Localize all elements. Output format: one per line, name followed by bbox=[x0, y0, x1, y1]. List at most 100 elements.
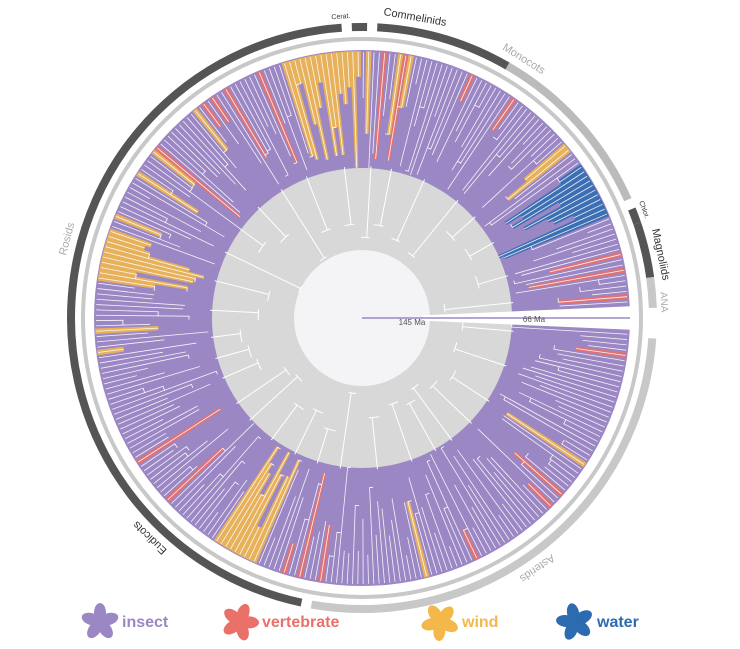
branch bbox=[521, 175, 588, 218]
branch bbox=[553, 348, 625, 362]
deep-arc bbox=[283, 366, 291, 376]
syndrome-wedge bbox=[302, 56, 329, 161]
branch bbox=[102, 256, 196, 280]
branch-arc bbox=[579, 286, 581, 293]
branch bbox=[561, 443, 588, 461]
branch bbox=[330, 532, 338, 583]
branch bbox=[415, 58, 423, 85]
branch bbox=[572, 238, 617, 254]
branch bbox=[315, 56, 321, 83]
deep-arc bbox=[257, 241, 267, 253]
branch bbox=[239, 474, 282, 555]
branch-arc bbox=[513, 280, 515, 285]
branch bbox=[524, 145, 566, 181]
branch bbox=[341, 52, 347, 105]
branch bbox=[104, 375, 137, 385]
clade-arc bbox=[505, 62, 632, 202]
branch bbox=[199, 481, 236, 529]
branch bbox=[408, 477, 438, 574]
branch bbox=[299, 472, 326, 577]
branch bbox=[283, 543, 294, 573]
clade-label: Rosids bbox=[57, 221, 77, 257]
branch bbox=[289, 61, 318, 160]
branch bbox=[407, 537, 417, 579]
branch-arc bbox=[492, 136, 498, 141]
branch bbox=[434, 532, 448, 571]
branch bbox=[391, 519, 401, 582]
branch bbox=[515, 275, 625, 294]
syndrome-wedge bbox=[286, 60, 319, 161]
branch-arc bbox=[295, 83, 302, 86]
deep-branch bbox=[211, 333, 241, 338]
branch bbox=[539, 357, 622, 377]
branch bbox=[367, 554, 369, 584]
deep-branch bbox=[214, 280, 270, 295]
branch bbox=[511, 326, 628, 335]
branch-arc bbox=[405, 169, 409, 172]
branch-arc bbox=[164, 218, 168, 223]
branch-arc bbox=[293, 161, 298, 165]
branch bbox=[414, 513, 433, 575]
branch-arc bbox=[234, 481, 239, 485]
legend: insect vertebrate wind water bbox=[81, 603, 639, 641]
branch bbox=[451, 90, 501, 171]
branch-arc bbox=[174, 443, 178, 448]
branch bbox=[138, 408, 221, 463]
branch bbox=[98, 282, 135, 289]
deep-branch bbox=[454, 348, 507, 367]
branch-arc bbox=[191, 183, 196, 189]
branch bbox=[556, 228, 613, 250]
branch bbox=[178, 124, 236, 185]
syndrome-wedge bbox=[317, 53, 339, 157]
branch-arc bbox=[598, 279, 600, 285]
branch-arc bbox=[474, 104, 480, 108]
branch bbox=[498, 208, 605, 257]
branch bbox=[535, 375, 615, 403]
branch bbox=[98, 342, 197, 359]
branch bbox=[186, 436, 259, 519]
branch bbox=[325, 555, 330, 582]
branch bbox=[482, 137, 559, 208]
branch bbox=[518, 392, 603, 433]
branch-arc bbox=[142, 387, 146, 393]
branch bbox=[124, 196, 168, 219]
deep-branch bbox=[210, 309, 259, 314]
branch-arc bbox=[202, 170, 206, 175]
branch-arc bbox=[397, 106, 403, 108]
branch bbox=[230, 86, 269, 154]
deep-arc bbox=[321, 228, 331, 233]
branch bbox=[407, 501, 427, 577]
branch-arc bbox=[168, 233, 172, 239]
branch bbox=[97, 331, 209, 343]
branch bbox=[304, 536, 315, 578]
branch bbox=[372, 52, 380, 154]
branch bbox=[409, 65, 448, 176]
branch bbox=[434, 67, 453, 117]
branch bbox=[499, 393, 596, 447]
branch-arc bbox=[184, 452, 189, 457]
branch bbox=[544, 466, 569, 487]
deep-arc bbox=[368, 416, 380, 419]
branch bbox=[129, 409, 200, 449]
branch bbox=[521, 464, 559, 499]
branch bbox=[299, 59, 316, 125]
legend-icon bbox=[556, 603, 592, 640]
deep-arc bbox=[293, 402, 304, 410]
branch bbox=[521, 248, 620, 276]
branch bbox=[357, 550, 359, 584]
branch bbox=[430, 453, 482, 556]
branch-arc bbox=[489, 222, 492, 226]
deep-arc bbox=[443, 303, 446, 313]
branch-arc bbox=[286, 114, 292, 118]
branch-arc bbox=[530, 245, 533, 251]
branch bbox=[239, 81, 289, 176]
branch bbox=[341, 550, 345, 584]
phylogeny bbox=[67, 23, 662, 613]
branch bbox=[160, 466, 191, 493]
branch bbox=[225, 89, 267, 158]
deep-arc bbox=[407, 252, 416, 259]
branch bbox=[388, 54, 402, 135]
branch bbox=[147, 446, 187, 476]
branch bbox=[408, 64, 443, 172]
